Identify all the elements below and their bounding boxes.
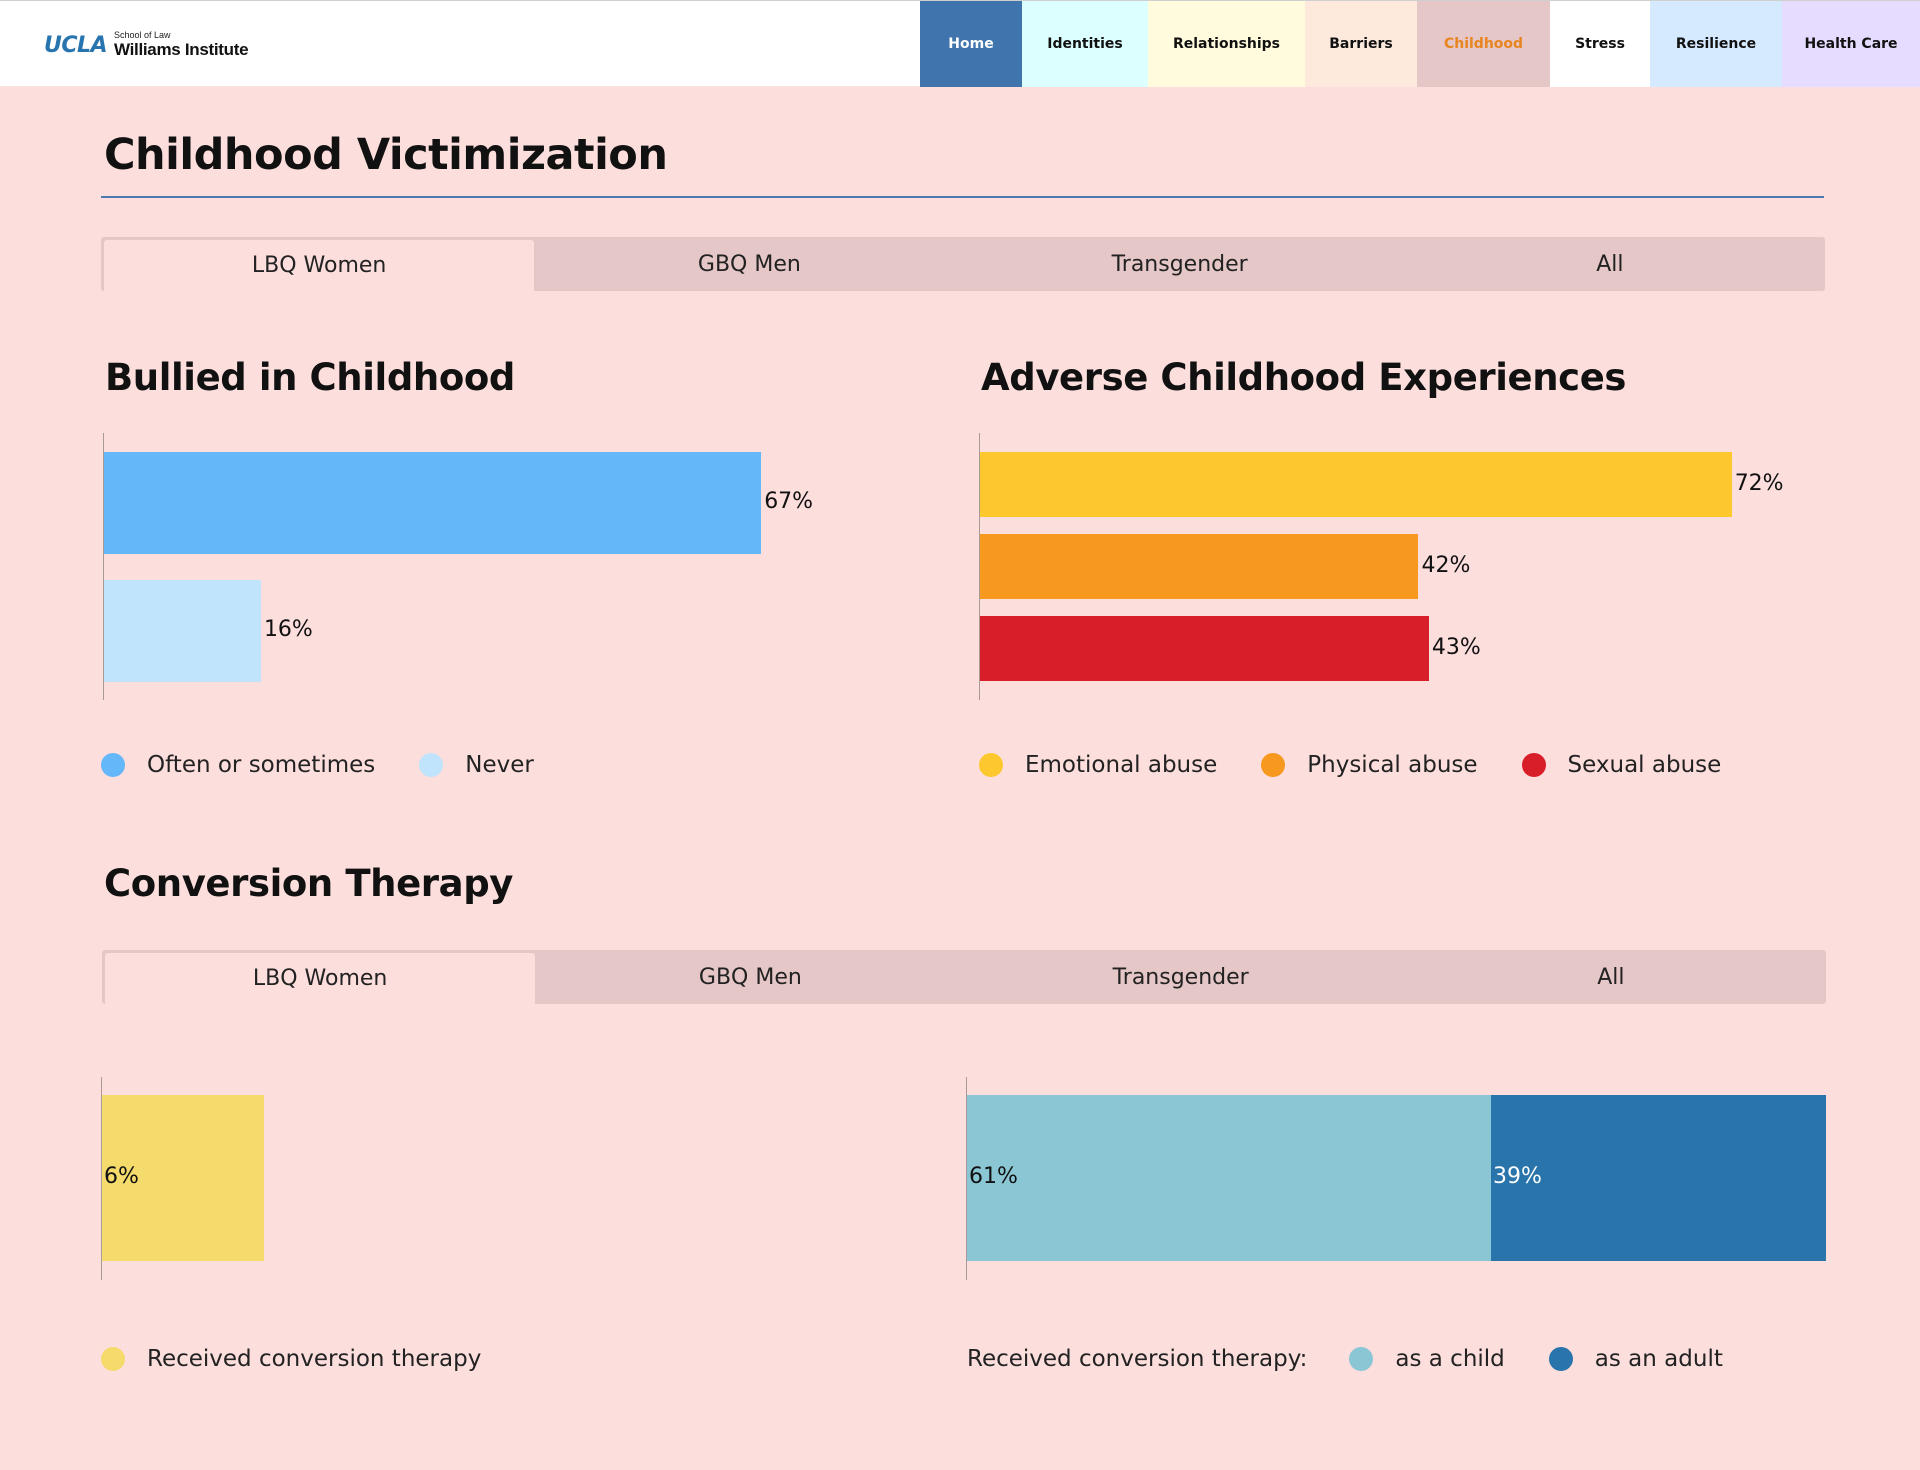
nav-item-relationships[interactable]: Relationships [1148, 1, 1305, 87]
bar-value-label: 16% [263, 617, 313, 642]
victimization-tab-lbq-women[interactable]: LBQ Women [104, 240, 535, 291]
bar-value-label: 6% [104, 1164, 139, 1189]
bar-value-label: 61% [969, 1164, 1018, 1189]
legend-swatch [1261, 753, 1286, 777]
group-tabs-victimization: LBQ Women GBQ Men Transgender All [101, 237, 1825, 291]
bar-value-label: 43% [1431, 634, 1481, 660]
conversion-legend: Received conversion therapy [101, 1346, 525, 1372]
bullied-legend-item-often-or-sometimes[interactable]: Often or sometimes [101, 752, 375, 778]
legend-swatch [1521, 753, 1546, 777]
legend-label: Emotional abuse [1025, 752, 1218, 778]
conversion-tab-lbq-women[interactable]: LBQ Women [105, 953, 536, 1004]
conversion-age-chart: 61% 39% [966, 1077, 1826, 1280]
group-tabs-conversion: LBQ Women GBQ Men Transgender All [102, 950, 1826, 1004]
ace-legend-item-sexual-abuse[interactable]: Sexual abuse [1521, 752, 1722, 778]
legend-swatch [1349, 1347, 1374, 1371]
victimization-tab-transgender[interactable]: Transgender [1111, 251, 1248, 277]
bar-value-label: 72% [1734, 470, 1784, 496]
legend-label: Sexual abuse [1567, 752, 1722, 778]
conversion-tab-gbq-men[interactable]: GBQ Men [698, 964, 802, 990]
legend-label: Physical abuse [1307, 752, 1478, 778]
logo-institute-text: Williams Institute [114, 40, 249, 59]
legend-swatch [1548, 1347, 1573, 1371]
ace-title: Adverse Childhood Experiences [981, 356, 1627, 399]
legend-swatch [419, 753, 444, 777]
bullied-legend-item-never[interactable]: Never [419, 752, 534, 778]
page-title: Childhood Victimization [104, 130, 668, 180]
legend-label: as an adult [1594, 1346, 1723, 1372]
nav-item-identities[interactable]: Identities [1022, 1, 1148, 87]
bullied-legend: Often or sometimes Never [101, 752, 578, 778]
bar-often-or-sometimes[interactable] [104, 452, 762, 554]
top-header: UCLA School of Law Williams Institute Ho… [0, 0, 1920, 87]
ace-legend: Emotional abuse Physical abuse Sexual abus… [979, 752, 1765, 778]
ace-legend-item-physical-abuse[interactable]: Physical abuse [1261, 752, 1478, 778]
chart-axis-line [101, 1077, 102, 1280]
bar-segment-as-an-adult[interactable] [1490, 1095, 1826, 1261]
nav-item-home[interactable]: Home [920, 1, 1022, 87]
conversion-age-legend-item-as-a-child[interactable]: as a child [1349, 1346, 1505, 1372]
legend-label: Received conversion therapy [147, 1346, 482, 1372]
nav-item-resilience[interactable]: Resilience [1650, 1, 1782, 87]
bar-value-label: 67% [764, 489, 814, 514]
chart-axis-line [103, 433, 104, 700]
bullied-chart: 67% 16% [103, 433, 873, 700]
chart-axis-line [966, 1077, 967, 1280]
conversion-age-legend-prefix: Received conversion therapy: [967, 1346, 1308, 1372]
chart-axis-line [979, 433, 980, 700]
bar-received-conversion-therapy[interactable] [102, 1095, 265, 1261]
bar-value-label: 42% [1421, 552, 1471, 578]
main-nav: Home Identities Relationships Barriers Child… [920, 1, 1920, 87]
conversion-age-legend: Received conversion therapy: as a child a… [967, 1346, 1767, 1372]
bullied-title: Bullied in Childhood [105, 356, 515, 399]
conversion-title: Conversion Therapy [104, 862, 514, 905]
bar-segment-as-a-child[interactable] [967, 1095, 1491, 1261]
victimization-tab-all[interactable]: All [1596, 251, 1624, 277]
ace-chart: 72% 42% 43% [979, 433, 1809, 700]
legend-swatch [101, 1347, 125, 1371]
victimization-tab-gbq-men[interactable]: GBQ Men [697, 251, 801, 277]
legend-label: as a child [1395, 1346, 1505, 1372]
conversion-legend-item-received-conversion-therapy[interactable]: Received conversion therapy [101, 1346, 481, 1372]
title-divider [101, 196, 1824, 198]
legend-label: Never [465, 752, 534, 778]
legend-label: Often or sometimes [147, 752, 376, 778]
nav-item-health-care[interactable]: Health Care [1782, 1, 1920, 87]
conversion-age-legend-item-as-an-adult[interactable]: as an adult [1548, 1346, 1723, 1372]
legend-swatch [979, 753, 1003, 777]
logo-ucla-text: UCLA [44, 33, 108, 58]
legend-swatch [101, 753, 125, 777]
bar-sexual-abuse[interactable] [980, 616, 1429, 681]
nav-item-barriers[interactable]: Barriers [1305, 1, 1417, 87]
ace-legend-item-emotional-abuse[interactable]: Emotional abuse [979, 752, 1217, 778]
logo-school-text: School of Law [114, 30, 171, 40]
bar-never[interactable] [104, 580, 261, 682]
nav-item-childhood[interactable]: Childhood [1417, 1, 1550, 87]
bar-value-label: 39% [1492, 1164, 1542, 1189]
bar-emotional-abuse[interactable] [980, 452, 1732, 517]
bar-physical-abuse[interactable] [980, 534, 1419, 599]
conversion-chart: 6% [101, 1077, 871, 1280]
conversion-tab-transgender[interactable]: Transgender [1112, 964, 1249, 990]
nav-item-stress[interactable]: Stress [1550, 1, 1650, 87]
conversion-tab-all[interactable]: All [1597, 964, 1625, 990]
